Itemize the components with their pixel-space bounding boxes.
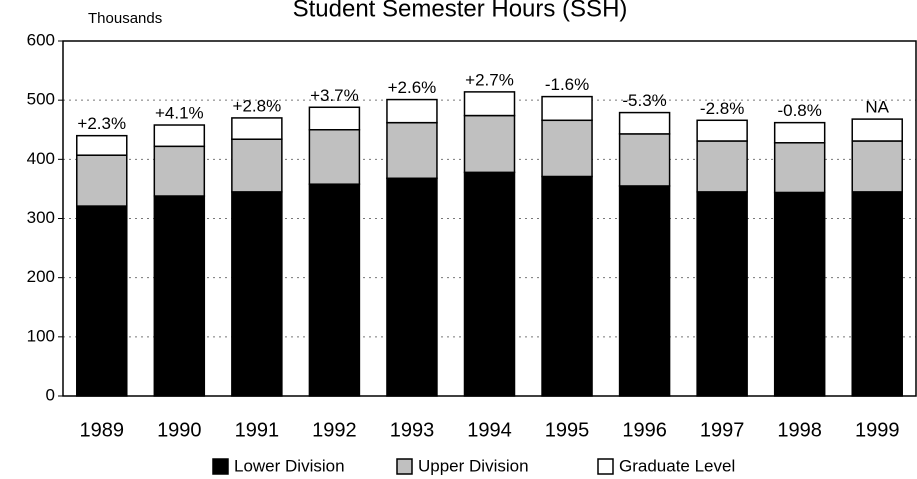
bar-annotation: NA bbox=[865, 98, 889, 117]
bar-segment bbox=[153, 124, 206, 148]
bar-segment bbox=[541, 175, 593, 397]
bar-segment bbox=[386, 121, 438, 180]
x-tick-label: 1991 bbox=[235, 419, 280, 441]
y-tick-label: 600 bbox=[27, 30, 55, 49]
bar-annotation: -5.3% bbox=[622, 91, 666, 110]
bar-segment bbox=[76, 154, 128, 207]
bar-annotation: +2.6% bbox=[388, 78, 437, 97]
bar-annotation: +2.7% bbox=[465, 70, 514, 89]
y-tick-label: 400 bbox=[27, 149, 55, 168]
x-tick-label: 1999 bbox=[855, 419, 900, 441]
bar-segment bbox=[773, 121, 826, 144]
x-tick-label: 1993 bbox=[390, 419, 435, 441]
legend-label: Graduate Level bbox=[619, 456, 735, 475]
bar-segment bbox=[851, 140, 903, 193]
bar-segment bbox=[76, 205, 128, 397]
plot-frame bbox=[62, 40, 917, 397]
x-tick-label: 1998 bbox=[777, 419, 822, 441]
y-tick-label: 300 bbox=[27, 208, 55, 227]
bar-annotation: -2.8% bbox=[700, 99, 744, 118]
x-tick-label: 1997 bbox=[700, 419, 745, 441]
bar-segment bbox=[851, 118, 903, 142]
y-tick-label: 0 bbox=[46, 385, 55, 404]
legend-label: Upper Division bbox=[418, 456, 529, 475]
bar-segment bbox=[308, 183, 361, 397]
bar-segment bbox=[618, 111, 671, 135]
bar-segment bbox=[618, 133, 671, 187]
bar-annotation: -1.6% bbox=[545, 75, 589, 94]
bar-segment bbox=[308, 106, 361, 131]
bar-annotation: -0.8% bbox=[777, 101, 821, 120]
y-axis-label: Thousands bbox=[88, 10, 162, 27]
bar-segment bbox=[696, 140, 748, 193]
bar-segment bbox=[541, 119, 593, 178]
bar-segment bbox=[386, 98, 438, 124]
x-tick-label: 1992 bbox=[312, 419, 357, 441]
bar-segment bbox=[308, 129, 361, 185]
y-tick-label: 200 bbox=[27, 267, 55, 286]
bar-segment bbox=[231, 117, 283, 140]
bar-segment bbox=[386, 177, 438, 397]
y-tick-label: 100 bbox=[27, 326, 55, 345]
bar-annotation: +2.8% bbox=[233, 96, 282, 115]
bar-segment bbox=[773, 142, 826, 194]
legend-label: Lower Division bbox=[234, 456, 345, 475]
x-tick-label: 1995 bbox=[545, 419, 590, 441]
bar-annotation: +4.1% bbox=[155, 104, 204, 123]
chart-title: Student Semester Hours (SSH) bbox=[293, 0, 628, 22]
bar-segment bbox=[463, 171, 516, 397]
bar-segment bbox=[231, 138, 283, 193]
legend-swatch bbox=[396, 458, 413, 475]
bar-segment bbox=[231, 191, 283, 397]
bar-segment bbox=[153, 195, 206, 397]
y-tick-label: 500 bbox=[27, 90, 55, 109]
legend-swatch bbox=[597, 458, 614, 475]
bar-segment bbox=[541, 95, 593, 122]
bar-annotation: +3.7% bbox=[310, 86, 359, 105]
bar-segment bbox=[153, 145, 206, 197]
bar-annotation: +2.3% bbox=[77, 114, 126, 133]
x-tick-label: 1990 bbox=[157, 419, 202, 441]
bar-segment bbox=[618, 185, 671, 397]
x-tick-label: 1989 bbox=[80, 419, 125, 441]
x-tick-label: 1996 bbox=[622, 419, 667, 441]
bar-segment bbox=[76, 134, 128, 156]
bar-segment bbox=[851, 191, 903, 397]
x-tick-label: 1994 bbox=[467, 419, 512, 441]
bar-segment bbox=[463, 114, 516, 174]
bar-segment bbox=[696, 119, 748, 142]
legend-swatch bbox=[212, 458, 229, 475]
bar-segment bbox=[463, 91, 516, 117]
bar-segment bbox=[696, 191, 748, 397]
bar-segment bbox=[773, 191, 826, 397]
